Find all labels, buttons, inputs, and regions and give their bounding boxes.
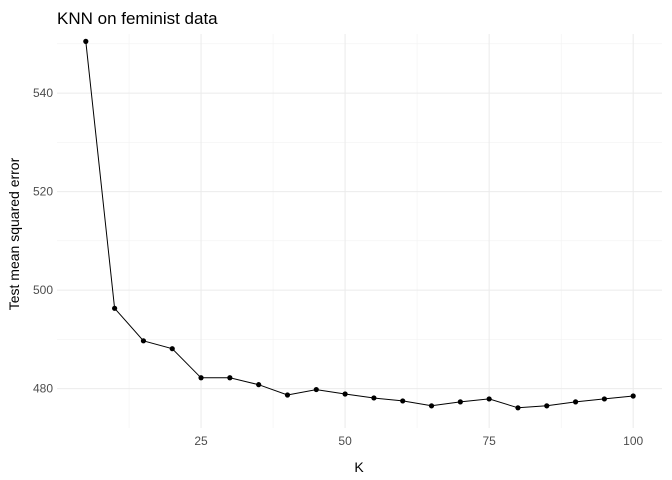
x-axis-title: K	[354, 459, 364, 475]
grid	[57, 34, 662, 428]
y-axis-title: Test mean squared error	[6, 157, 22, 310]
data-point	[515, 405, 521, 411]
data-point	[630, 393, 636, 399]
data-point	[371, 395, 377, 401]
data-point	[486, 396, 492, 402]
data-point	[544, 403, 550, 409]
y-tick-label: 520	[33, 185, 53, 199]
data-point	[400, 398, 406, 404]
data-point	[140, 338, 147, 344]
data-point	[428, 403, 435, 409]
data-point	[601, 396, 607, 402]
y-tick-label: 540	[33, 86, 53, 100]
tick-labels: 25 50 75 100 480 500 520 540	[33, 86, 644, 448]
series	[83, 38, 636, 411]
data-point	[83, 38, 89, 44]
data-point	[227, 375, 233, 381]
data-point	[198, 375, 204, 381]
data-point	[457, 399, 463, 405]
data-point	[313, 386, 319, 393]
y-tick-label: 500	[33, 283, 53, 297]
data-point	[256, 382, 262, 388]
x-tick-label: 75	[482, 434, 496, 448]
series-line	[85, 41, 634, 409]
x-tick-label: 50	[338, 434, 352, 448]
x-tick-label: 25	[194, 434, 208, 448]
data-point	[169, 346, 175, 352]
x-tick-label: 100	[623, 434, 643, 448]
y-tick-label: 480	[33, 382, 53, 396]
chart-title: KNN on feminist data	[57, 9, 218, 28]
data-point	[284, 392, 291, 398]
data-point	[112, 305, 118, 311]
data-point	[342, 391, 348, 397]
data-point	[572, 399, 579, 405]
